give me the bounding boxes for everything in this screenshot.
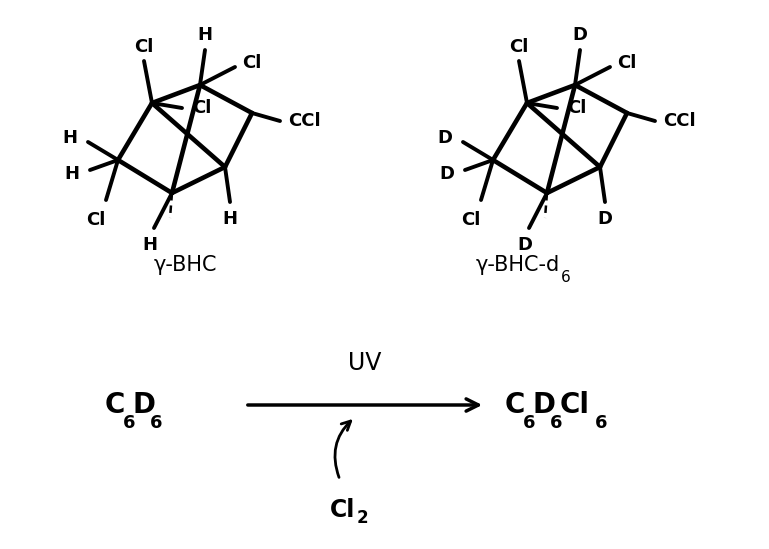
Text: UV: UV	[348, 351, 381, 375]
Text: 6: 6	[522, 414, 535, 432]
Text: H: H	[62, 129, 78, 147]
Text: Cl: Cl	[135, 38, 154, 56]
Text: D: D	[532, 391, 555, 419]
Text: D: D	[440, 165, 454, 183]
Text: Cl: Cl	[192, 99, 211, 117]
Text: CCl: CCl	[288, 112, 321, 130]
Text: C: C	[505, 391, 525, 419]
Text: Cl: Cl	[86, 211, 105, 229]
Text: Cl: Cl	[618, 54, 637, 72]
Text: D: D	[518, 236, 532, 254]
Text: 6: 6	[550, 414, 562, 432]
Text: Cl: Cl	[560, 391, 590, 419]
Text: D: D	[572, 26, 588, 44]
Text: 6: 6	[595, 414, 608, 432]
Text: γ-BHC-d: γ-BHC-d	[476, 255, 560, 275]
Text: Cl: Cl	[509, 38, 528, 56]
Text: γ-BHC: γ-BHC	[153, 255, 217, 275]
Text: 6: 6	[561, 270, 571, 284]
Text: H: H	[65, 165, 79, 183]
Text: 2: 2	[357, 509, 368, 527]
Text: C: C	[105, 391, 125, 419]
Text: H: H	[142, 236, 158, 254]
Text: D: D	[598, 210, 612, 228]
Text: 6: 6	[122, 414, 135, 432]
Text: Cl: Cl	[242, 54, 261, 72]
Text: 6: 6	[150, 414, 162, 432]
Text: D: D	[132, 391, 155, 419]
Text: H: H	[198, 26, 212, 44]
Text: D: D	[438, 129, 452, 147]
Text: H: H	[222, 210, 238, 228]
Text: Cl: Cl	[461, 211, 481, 229]
Text: Cl: Cl	[330, 498, 355, 522]
Text: Cl: Cl	[568, 99, 587, 117]
Text: CCl: CCl	[663, 112, 695, 130]
